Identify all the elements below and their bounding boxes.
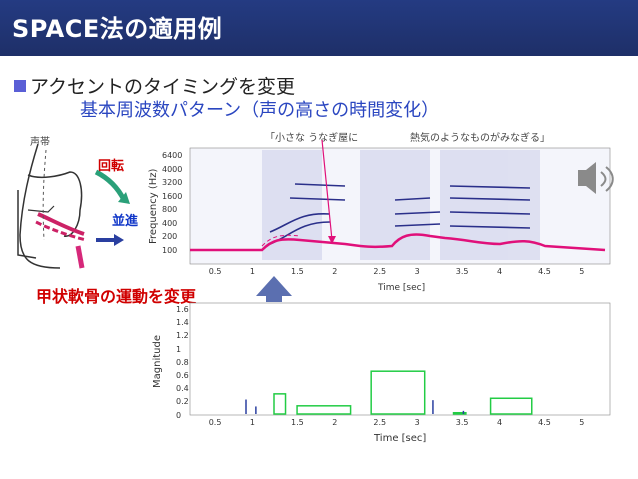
- spectrogram-ytick: 800: [162, 205, 178, 214]
- bullet-square-icon: [14, 80, 26, 92]
- magnitude-box: [489, 397, 533, 415]
- magnitude-xtick: 1.5: [291, 418, 304, 427]
- translation-label: 並進: [112, 214, 139, 229]
- magnitude-ytick: 0.6: [176, 371, 189, 380]
- spectrogram-xtick: 3.5: [455, 267, 469, 276]
- spectrogram-ytick: 1600: [162, 191, 183, 201]
- spectrogram-ytick: 3200: [162, 178, 183, 187]
- magnitude-chart: [189, 302, 611, 416]
- spectrogram-xtick: 3: [414, 267, 420, 276]
- spectrogram-xtick: 5: [579, 267, 585, 276]
- magnitude-xtick: 1: [249, 418, 255, 427]
- spectrogram-xtick: 1.5: [291, 267, 304, 276]
- spectrogram-xtick: 2: [332, 267, 338, 276]
- magnitude-box: [452, 411, 467, 415]
- subtitle: 基本周波数パターン（声の高さの時間変化）: [80, 100, 440, 121]
- spectrogram-ytick: 6400: [162, 151, 183, 160]
- quote-right: 熱気のようなものがみなぎる」: [410, 133, 550, 144]
- bullet-point: アクセントのタイミングを変更: [14, 72, 295, 99]
- magnitude-xlabel: Time [sec]: [374, 433, 427, 444]
- spectrogram-xtick: 4.5: [538, 267, 551, 276]
- quote-left: 「小さな うなぎ屋に: [265, 133, 359, 144]
- spectrogram-ylabel: Frequency (Hz): [148, 168, 159, 244]
- magnitude-ytick: 0.8: [176, 357, 189, 367]
- magnitude-ytick: 0: [176, 410, 182, 420]
- magnitude-xtick: 4: [496, 418, 503, 427]
- vocal-fold-diagram: [17, 143, 130, 269]
- spectrogram-ytick: 4000: [162, 164, 183, 174]
- spectrogram-ytick: 100: [162, 245, 178, 255]
- spectrogram: [189, 139, 611, 265]
- magnitude-ytick: 0.4: [176, 384, 189, 394]
- magnitude-ytick: 1.4: [176, 318, 189, 328]
- magnitude-xtick: 5: [579, 418, 585, 427]
- spectrogram-xtick: 2.5: [373, 267, 387, 276]
- vocal-folds-label: 声帯: [30, 137, 50, 148]
- magnitude-xtick: 3: [414, 418, 420, 427]
- spectrogram-xtick: 1: [249, 267, 255, 276]
- spectrogram-ytick: 200: [162, 232, 178, 241]
- spectrogram-xtick: 4: [496, 267, 503, 276]
- magnitude-xtick: 3.5: [455, 418, 469, 427]
- spectrogram-xtick: 0.5: [208, 267, 222, 276]
- speaker-icon[interactable]: [578, 162, 614, 194]
- magnitude-ytick: 1.6: [176, 305, 189, 314]
- magnitude-xtick: 2: [332, 418, 338, 427]
- magnitude-xtick: 0.5: [208, 418, 222, 427]
- spectrogram-xlabel: Time [sec]: [378, 283, 426, 293]
- magnitude-ytick: 1.2: [176, 331, 189, 341]
- magnitude-box: [273, 393, 287, 415]
- f0-curve: [190, 233, 606, 252]
- slide-title: SPACE法の適用例: [12, 15, 223, 43]
- magnitude-xtick: 2.5: [373, 418, 387, 427]
- magnitude-box: [296, 405, 352, 415]
- magnitude-xtick: 4.5: [538, 418, 551, 427]
- magnitude-ytick: 0.2: [176, 397, 189, 407]
- rotation-label: 回転: [98, 159, 125, 174]
- caption-thyroid: 甲状軟骨の運動を変更: [36, 287, 197, 306]
- magnitude-box: [370, 370, 426, 415]
- chart-marks: [245, 370, 533, 415]
- magnitude-ytick: 1: [176, 344, 182, 354]
- spectrogram-ytick: 400: [162, 218, 178, 228]
- magnitude-ylabel: Magnitude: [152, 335, 163, 388]
- slide-header: SPACE法の適用例: [0, 0, 638, 56]
- bullet-text: アクセントのタイミングを変更: [30, 76, 296, 98]
- up-arrow-icon: [256, 276, 292, 302]
